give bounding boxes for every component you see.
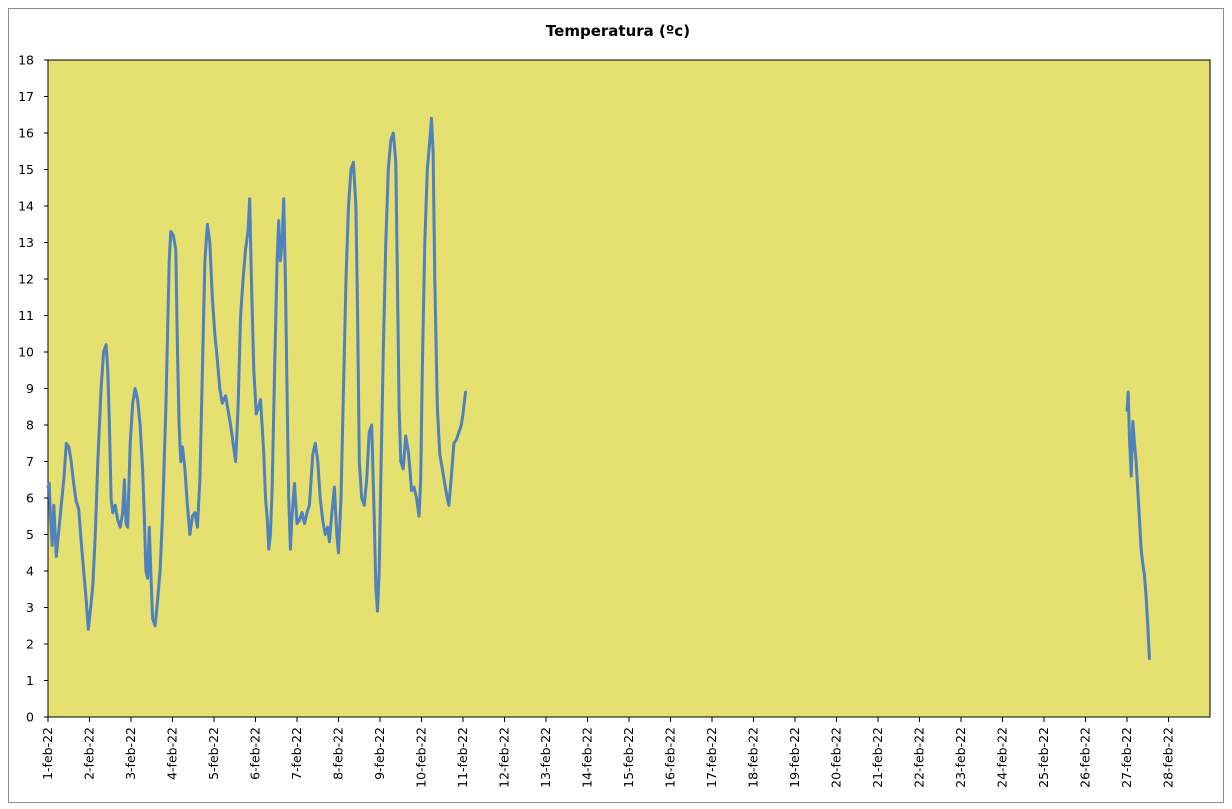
plot-area [47, 59, 1211, 718]
x-tick-label: 23-feb-22 [953, 727, 968, 788]
y-tick-label: 0 [26, 710, 34, 725]
x-tick-label: 12-feb-22 [497, 727, 512, 788]
series-layer [46, 116, 1151, 661]
x-tick-label: 4-feb-22 [165, 727, 180, 780]
y-tick-label: 8 [26, 418, 34, 433]
x-tick-label: 16-feb-22 [663, 727, 678, 788]
x-tick-label: 2-feb-22 [82, 727, 97, 780]
x-tick-label: 9-feb-22 [372, 727, 387, 780]
x-tick-label: 7-feb-22 [289, 727, 304, 780]
x-tick-label: 6-feb-22 [248, 727, 263, 780]
y-tick-label: 2 [26, 637, 34, 652]
y-tick-label: 17 [18, 89, 34, 104]
y-tick-label: 13 [18, 235, 34, 250]
x-tick-label: 13-feb-22 [538, 727, 553, 788]
y-tick-label: 12 [18, 272, 34, 287]
x-tick-label: 21-feb-22 [870, 727, 885, 788]
x-tick-label: 26-feb-22 [1078, 727, 1093, 788]
y-tick-label: 10 [18, 345, 34, 360]
temperature-series-line [1125, 390, 1151, 661]
y-tick-label: 14 [18, 199, 34, 214]
y-tick-label: 11 [18, 308, 34, 323]
x-tick-label: 1-feb-22 [40, 727, 55, 780]
y-tick-label: 6 [26, 491, 34, 506]
x-tick-label: 11-feb-22 [455, 727, 470, 788]
y-tick-label: 4 [26, 564, 34, 579]
y-tick-label: 3 [26, 600, 34, 615]
x-tick-label: 5-feb-22 [206, 727, 221, 780]
x-tick-label: 22-feb-22 [912, 727, 927, 788]
y-tick-label: 9 [26, 381, 34, 396]
x-tick-label: 20-feb-22 [829, 727, 844, 788]
y-tick-label: 18 [18, 53, 34, 68]
x-tick-label: 10-feb-22 [414, 727, 429, 788]
x-tick-label: 18-feb-22 [746, 727, 761, 788]
x-tick-label: 17-feb-22 [704, 727, 719, 788]
temperature-series-line [46, 116, 467, 631]
y-tick-label: 7 [26, 454, 34, 469]
y-tick-label: 15 [18, 162, 34, 177]
x-tick-label: 19-feb-22 [787, 727, 802, 788]
x-axis: 1-feb-22 2-feb-22 3-feb-22 4-feb-22 5-feb-22… [40, 717, 1176, 788]
x-tick-label: 3-feb-22 [123, 727, 138, 780]
chart-title: Temperatura (ºc) [546, 22, 690, 40]
x-tick-label: 24-feb-22 [995, 727, 1010, 788]
x-tick-label: 8-feb-22 [331, 727, 346, 780]
y-tick-label: 1 [26, 673, 34, 688]
x-tick-label: 14-feb-22 [580, 727, 595, 788]
x-tick-label: 27-feb-22 [1119, 727, 1134, 788]
x-tick-label: 15-feb-22 [621, 727, 636, 788]
y-tick-label: 16 [18, 126, 34, 141]
x-tick-label: 25-feb-22 [1036, 727, 1051, 788]
x-tick-label: 28-feb-22 [1161, 727, 1176, 788]
y-tick-label: 5 [26, 527, 34, 542]
